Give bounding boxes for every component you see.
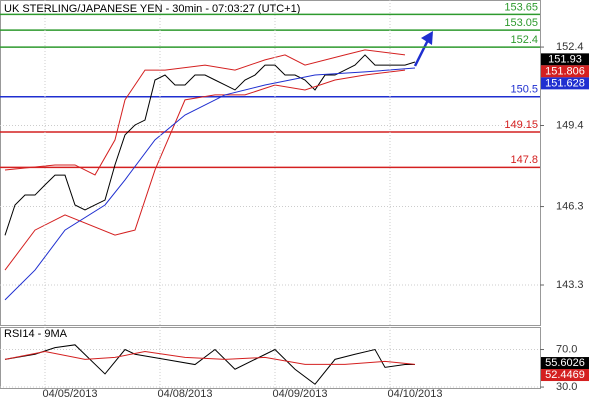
x-tick-label: 04/05/2013 [42,388,97,400]
forecast-arrow [413,39,430,67]
y-tick-label: 146.3 [556,200,584,212]
price-tag-label: 151.93 [548,53,582,65]
series-line [4,54,416,236]
series-line [4,69,406,271]
level-label: 153.05 [504,17,538,29]
y-tick-label: 30.0 [556,381,577,393]
price-tag [541,369,589,382]
level-label: 149.15 [504,119,538,131]
series-line [4,350,416,365]
price-tag [541,357,589,370]
main-panel [0,0,541,326]
level-label: 152.4 [510,34,538,46]
series-line [4,49,406,176]
y-tick-label: 70.0 [556,343,577,355]
y-tick-label: 152.4 [556,41,584,53]
rsi-title: RSI14 - 9MA [4,328,68,340]
x-tick-label: 04/10/2013 [387,388,442,400]
price-tag [541,53,589,66]
price-tag-label: 151.628 [545,77,585,89]
x-tick-label: 04/08/2013 [157,388,212,400]
price-tag [541,65,589,78]
series-line [4,344,415,385]
price-tag-label: 151.806 [545,65,585,77]
price-tag-label: 55.6026 [545,357,585,369]
chart-title: UK STERLING/JAPANESE YEN - 30min - 07:03… [4,3,300,15]
price-tag [541,77,589,90]
level-label: 147.8 [510,154,538,166]
forecast-arrowhead [421,31,433,45]
level-label: 153.65 [504,1,538,13]
series-line [4,67,416,301]
y-tick-label: 149.4 [556,119,584,131]
price-tag-label: 52.4469 [545,369,585,381]
level-label: 150.5 [510,84,538,96]
x-tick-label: 04/09/2013 [272,388,327,400]
y-tick-label: 143.3 [556,279,584,291]
